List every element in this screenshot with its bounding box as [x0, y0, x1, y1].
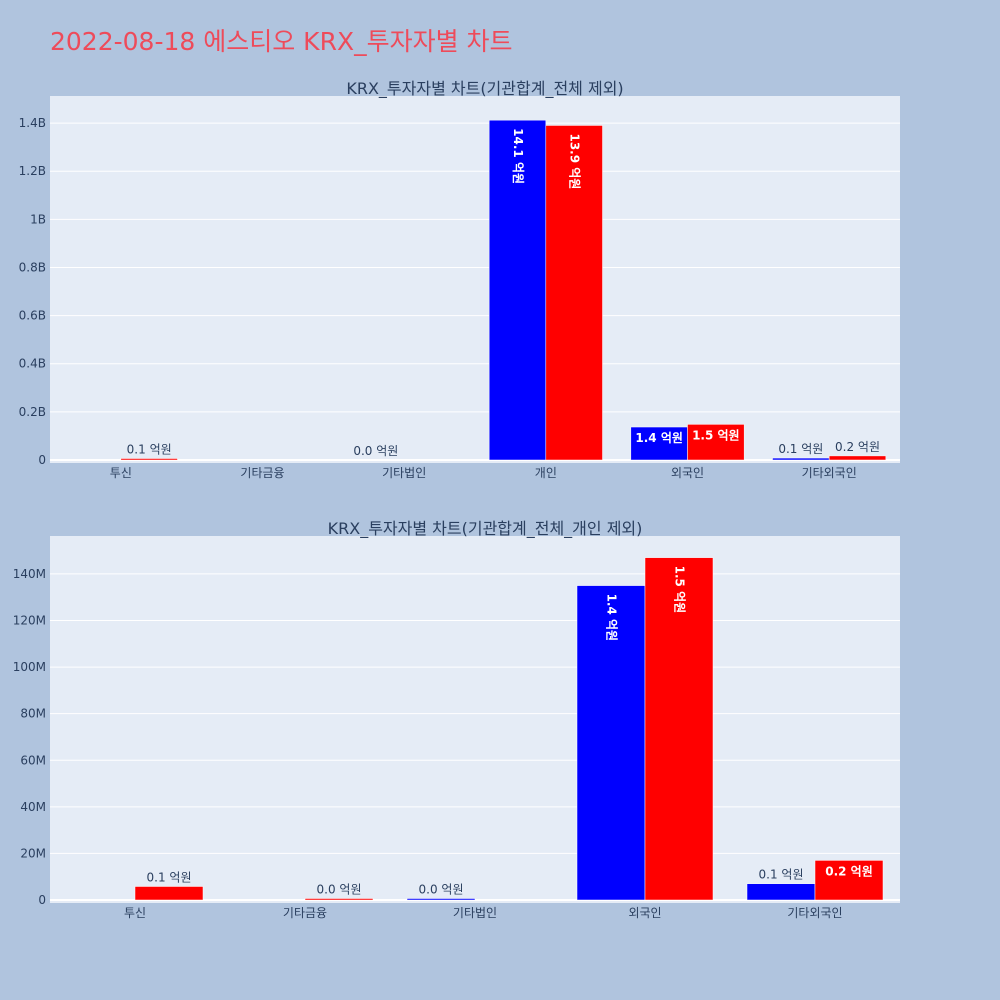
bar: [406, 898, 476, 901]
y-tick-label: 100M: [13, 660, 46, 674]
y-tick-label: 0: [38, 893, 46, 907]
data-label: 0.0 억원: [353, 444, 398, 458]
y-tick-label: 0.6B: [19, 309, 46, 323]
plot-area-2: [50, 536, 900, 903]
x-tick-label: 기타법인: [382, 466, 426, 480]
bar: [814, 860, 884, 901]
data-label: 1.5 억원: [692, 428, 740, 442]
data-label: 0.2 억원: [825, 864, 873, 878]
x-tick-label: 기타금융: [283, 906, 327, 920]
y-tick-label: 0.4B: [19, 357, 46, 371]
bar: [120, 458, 178, 461]
x-tick-label: 외국인: [671, 466, 704, 480]
plot-area-1: [50, 96, 900, 463]
x-tick-label: 투신: [124, 906, 146, 920]
bar: [134, 886, 204, 901]
data-label: 0.1 억원: [147, 870, 192, 884]
data-label: 0.1 억원: [127, 443, 172, 457]
x-tick-label: 투신: [110, 466, 132, 480]
bar: [630, 426, 688, 461]
subplot-title: KRX_투자자별 차트(기관합계_전체_개인 제외): [328, 519, 643, 539]
subplot-title: KRX_투자자별 차트(기관합계_전체 제외): [346, 79, 623, 99]
data-label: 0.0 억원: [317, 883, 362, 897]
y-tick-label: 40M: [20, 800, 46, 814]
data-label: 14.1 억원: [511, 128, 525, 184]
bar: [545, 125, 603, 461]
y-tick-label: 0.2B: [19, 405, 46, 419]
data-label: 1.4 억원: [605, 594, 619, 642]
data-label: 1.4 억원: [635, 431, 683, 445]
bar: [772, 457, 830, 461]
bar: [576, 585, 646, 901]
y-tick-label: 1.2B: [19, 164, 46, 178]
y-tick-label: 0: [38, 453, 46, 467]
y-tick-label: 80M: [20, 707, 46, 721]
x-tick-label: 외국인: [628, 906, 661, 920]
y-tick-label: 0.8B: [19, 260, 46, 274]
bar: [644, 557, 714, 901]
y-tick-label: 60M: [20, 753, 46, 767]
data-label: 0.2 억원: [835, 440, 880, 454]
y-tick-label: 120M: [13, 614, 46, 628]
bar: [687, 424, 745, 461]
y-tick-label: 20M: [20, 846, 46, 860]
x-tick-label: 기타외국인: [787, 906, 842, 920]
x-tick-label: 기타외국인: [802, 466, 857, 480]
bar: [488, 119, 547, 461]
data-label: 0.0 억원: [419, 883, 464, 897]
bar: [304, 898, 374, 901]
x-tick-label: 기타금융: [240, 466, 284, 480]
y-tick-label: 1.4B: [19, 116, 46, 130]
x-tick-label: 기타법인: [453, 906, 497, 920]
data-label: 0.1 억원: [778, 442, 823, 456]
data-label: 1.5 억원: [673, 566, 687, 614]
y-tick-label: 140M: [13, 567, 46, 581]
page-title: 2022-08-18 에스티오 KRX_투자자별 차트: [50, 27, 513, 56]
data-label: 13.9 억원: [568, 133, 582, 189]
data-label: 0.1 억원: [759, 868, 804, 882]
x-tick-label: 개인: [535, 466, 557, 480]
y-tick-label: 1B: [30, 212, 46, 226]
bar: [746, 883, 816, 901]
bar: [828, 455, 887, 461]
